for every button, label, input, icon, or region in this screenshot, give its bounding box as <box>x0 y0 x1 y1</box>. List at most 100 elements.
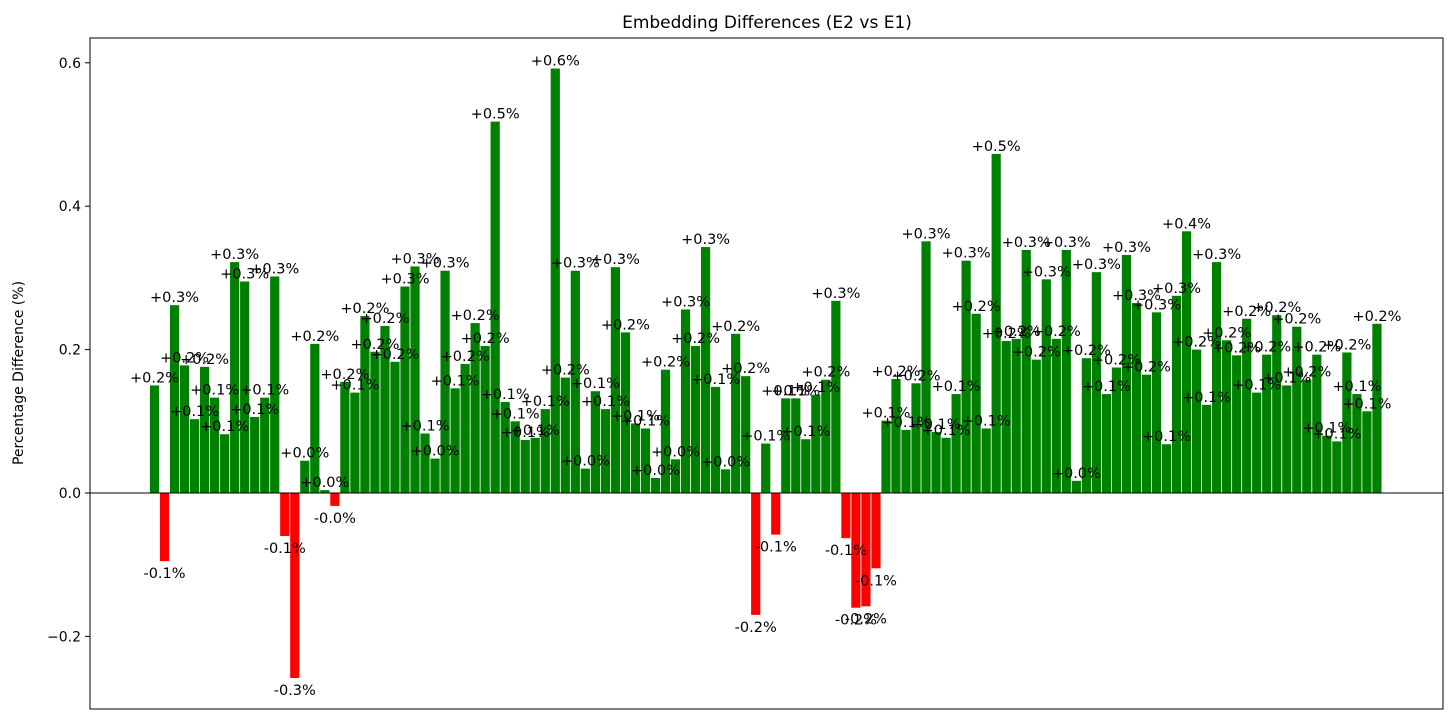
data-label: +0.1% <box>230 402 279 418</box>
data-label: +0.2% <box>992 324 1041 340</box>
bar <box>1161 444 1172 493</box>
bar <box>961 260 971 493</box>
data-label: +0.2% <box>1322 337 1371 353</box>
bar <box>210 397 220 493</box>
y-tick-label: 0.6 <box>59 56 81 72</box>
data-label: +0.2% <box>340 301 389 317</box>
bar <box>550 68 560 493</box>
data-label: +0.2% <box>1012 345 1061 361</box>
bar <box>270 276 280 493</box>
bar <box>801 439 811 493</box>
bar <box>1212 262 1222 493</box>
data-label: +0.3% <box>421 256 470 272</box>
bar <box>1232 355 1242 493</box>
y-axis-label: Percentage Difference (%) <box>11 281 27 465</box>
data-label: +0.2% <box>360 311 409 327</box>
data-label: +0.4% <box>1162 216 1211 232</box>
data-label: +0.3% <box>1072 257 1121 273</box>
bar <box>891 379 901 493</box>
bar <box>1332 441 1342 493</box>
bar <box>280 493 290 537</box>
bar <box>1272 315 1282 493</box>
bar <box>250 417 260 493</box>
bar <box>941 437 951 493</box>
bar <box>1091 272 1101 493</box>
bar <box>380 325 390 493</box>
bar <box>310 343 320 493</box>
data-label: +0.1% <box>581 394 630 410</box>
data-label: +0.2% <box>892 368 941 384</box>
bar <box>1262 354 1272 493</box>
bar <box>149 385 160 493</box>
bar <box>630 423 641 493</box>
bar <box>1171 295 1182 493</box>
data-label: +0.1% <box>621 413 670 429</box>
data-label: +0.5% <box>972 139 1021 155</box>
data-label: +0.1% <box>330 378 379 394</box>
bar <box>1242 318 1252 493</box>
data-label: +0.1% <box>240 383 289 399</box>
data-label: +0.1% <box>1082 379 1131 395</box>
bar <box>741 376 751 493</box>
bar <box>450 388 460 493</box>
bar <box>871 493 881 569</box>
data-label: +0.3% <box>150 290 199 306</box>
bar <box>1362 411 1372 493</box>
data-label: +0.3% <box>1002 235 1051 251</box>
data-label: +0.1% <box>190 383 239 399</box>
bar <box>771 493 781 535</box>
bar <box>1202 404 1212 493</box>
data-label: +0.1% <box>501 425 550 441</box>
bar <box>1001 341 1011 493</box>
data-label: +0.2% <box>370 347 419 363</box>
bar <box>480 346 490 493</box>
y-axis: −0.2 0.0 0.2 0.4 0.6 <box>47 56 90 645</box>
data-label: +0.1% <box>691 372 740 388</box>
bar <box>460 363 470 493</box>
data-label: +0.0% <box>411 444 460 460</box>
bar <box>400 286 410 493</box>
bar <box>189 419 200 493</box>
bar <box>390 361 400 493</box>
bar <box>650 477 661 493</box>
bar <box>1372 323 1382 493</box>
data-label: +0.1% <box>781 424 830 440</box>
y-tick-label: 0.0 <box>59 486 81 502</box>
y-tick-label: 0.2 <box>59 343 81 359</box>
data-labels-group: +0.2%-0.1%+0.3%+0.2%+0.1%+0.2%+0.1%+0.1%… <box>130 54 1401 699</box>
data-label: +0.1% <box>1332 379 1381 395</box>
data-label: +0.3% <box>1102 240 1151 256</box>
data-label: -0.3% <box>274 683 316 699</box>
bar <box>911 383 921 493</box>
data-label: +0.3% <box>250 261 299 277</box>
bars-group <box>149 68 1382 678</box>
data-label: +0.3% <box>381 272 430 288</box>
bar <box>1011 338 1021 493</box>
bar <box>540 409 550 493</box>
bar <box>1322 435 1332 493</box>
bar <box>610 267 621 493</box>
data-label: +0.2% <box>1272 312 1321 328</box>
bar <box>781 398 791 493</box>
bar <box>670 459 681 493</box>
data-label: +0.2% <box>320 367 369 383</box>
bar <box>1111 367 1122 493</box>
data-label: +0.2% <box>982 326 1031 342</box>
data-label: -0.1% <box>855 573 897 589</box>
data-label: +0.0% <box>280 446 329 462</box>
data-label: +0.3% <box>1152 281 1201 297</box>
bar <box>1131 303 1142 493</box>
bar <box>851 493 861 608</box>
data-label: +0.2% <box>180 352 229 368</box>
bar <box>350 392 360 493</box>
bar <box>340 381 350 493</box>
data-label: +0.3% <box>811 286 860 302</box>
data-label: +0.1% <box>491 406 540 422</box>
data-label: +0.2% <box>1092 353 1141 369</box>
bar <box>640 428 651 493</box>
data-label: -0.2% <box>835 613 877 629</box>
bar <box>169 305 180 493</box>
bar <box>1292 326 1302 493</box>
bar <box>841 493 851 539</box>
bar <box>831 300 841 493</box>
